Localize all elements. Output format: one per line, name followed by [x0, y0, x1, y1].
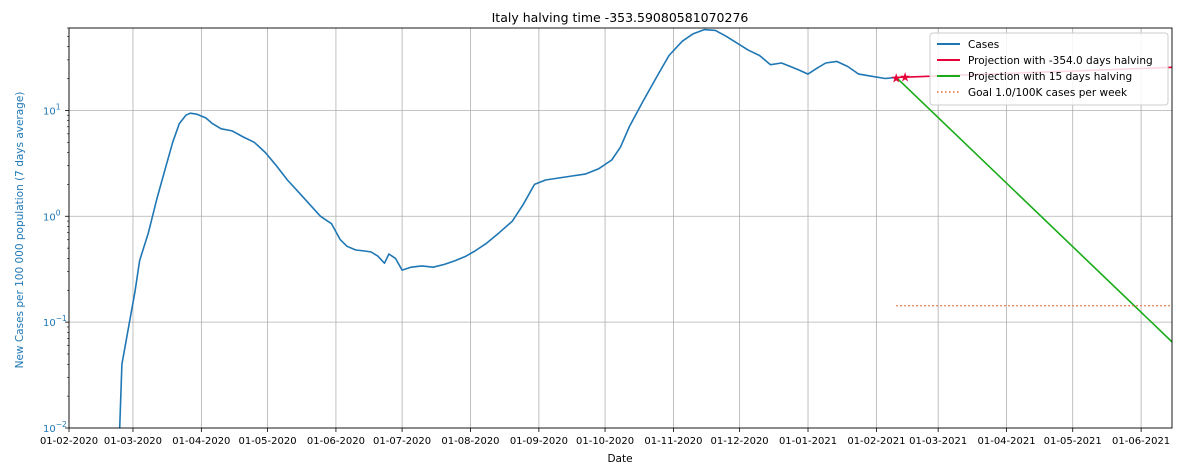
- grid-lines: [68, 28, 1172, 428]
- legend-box: [929, 32, 1169, 106]
- chart-title: Italy halving time -353.59080581070276: [492, 10, 749, 25]
- y-tick-label: 101: [43, 102, 61, 117]
- legend-label: Projection with 15 days halving: [968, 71, 1132, 83]
- x-tick-label: 01-02-2020: [40, 436, 98, 447]
- series-line-3: [895, 76, 1172, 343]
- series-line-1: [118, 28, 897, 428]
- y-tick-label: 10−1: [43, 314, 67, 329]
- x-tick-label: 01-10-2020: [576, 436, 634, 447]
- x-tick-label: 01-02-2021: [847, 436, 905, 447]
- x-tick-label: 01-04-2020: [172, 436, 230, 447]
- x-tick-label: 01-05-2020: [238, 436, 296, 447]
- x-tick-label: 01-06-2021: [1112, 436, 1170, 447]
- x-tick-label: 01-11-2020: [644, 436, 702, 447]
- legend-label: Projection with -354.0 days halving: [968, 55, 1153, 67]
- x-axis-title: Date: [607, 453, 632, 465]
- axes-frame: [68, 27, 1173, 429]
- legend-label: Goal 1.0/100K cases per week: [968, 87, 1128, 99]
- legend: Cases Projection with -354.0 days halving…: [929, 32, 1169, 106]
- x-tick-label: 01-08-2020: [441, 436, 499, 447]
- legend-label: Cases: [968, 39, 999, 51]
- y-axis-ticks: 10−2 10−1 100 101: [43, 27, 69, 435]
- x-tick-label: 01-04-2021: [977, 436, 1035, 447]
- x-tick-label: 01-03-2021: [909, 436, 967, 447]
- x-tick-label: 01-05-2021: [1044, 436, 1102, 447]
- x-tick-label: 01-06-2020: [307, 436, 365, 447]
- x-tick-label: 01-09-2020: [510, 436, 568, 447]
- projection-marker: ★: [890, 71, 902, 86]
- projection-marker: ★: [899, 71, 911, 86]
- x-tick-label: 01-07-2020: [373, 436, 431, 447]
- y-tick-label: 10−2: [43, 420, 67, 435]
- x-tick-label: 01-12-2020: [711, 436, 769, 447]
- y-tick-label: 100: [43, 208, 61, 223]
- plot-frame: [68, 27, 1173, 429]
- y-axis-title: New Cases per 100 000 population (7 days…: [14, 92, 26, 369]
- x-axis-ticks: 01-02-2020 01-03-2020 01-04-2020 01-05-2020…: [40, 428, 1170, 447]
- x-tick-label: 01-03-2020: [104, 436, 162, 447]
- x-tick-label: 01-01-2021: [779, 436, 837, 447]
